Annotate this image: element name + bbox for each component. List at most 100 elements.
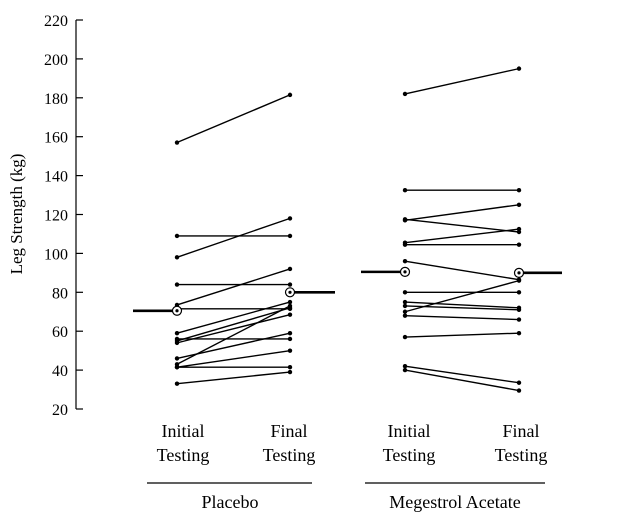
subject-line: [404, 314, 520, 321]
x-category-label: Testing: [495, 445, 548, 465]
initial-point: [174, 364, 180, 370]
final-point: [287, 303, 293, 309]
final-point: [516, 242, 522, 247]
subject-line: [404, 228, 520, 244]
y-tick-label: 120: [44, 208, 68, 225]
initial-point: [174, 340, 180, 346]
subject-line: [404, 332, 520, 338]
initial-point: [174, 282, 180, 287]
subject-line: [404, 204, 520, 222]
x-category-label: Testing: [263, 445, 316, 465]
initial-point: [402, 242, 408, 247]
initial-point: [402, 367, 408, 373]
initial-point: [402, 91, 408, 97]
mean-final-center: [288, 290, 292, 294]
final-point: [287, 92, 293, 98]
y-ticks: 20 40 60 80 100 120 140 160 180 200 220: [44, 13, 83, 419]
group-label: Megestrol Acetate: [389, 492, 520, 512]
x-category-label: Testing: [157, 445, 210, 465]
y-tick-label: 100: [44, 246, 68, 263]
group-megestrol-acetate: [361, 66, 562, 393]
subject-line: [404, 365, 520, 384]
plot-area: [133, 66, 562, 393]
final-point: [516, 330, 522, 336]
group-label: Placebo: [202, 492, 259, 512]
final-point: [287, 233, 293, 239]
initial-point: [402, 313, 408, 318]
y-tick-label: 200: [44, 52, 68, 69]
y-tick-label: 220: [44, 13, 68, 30]
initial-point: [174, 381, 180, 386]
initial-point: [402, 303, 408, 309]
final-point: [287, 312, 293, 317]
initial-point: [174, 330, 180, 336]
initial-point: [402, 309, 408, 314]
y-tick-label: 80: [52, 285, 68, 302]
final-point: [287, 364, 293, 370]
x-category-label: Initial: [162, 421, 205, 441]
final-point: [516, 202, 522, 207]
final-point: [287, 369, 293, 375]
subject-line: [404, 260, 520, 281]
subject-line: [404, 369, 520, 392]
subject-line: [176, 349, 291, 368]
final-point: [287, 216, 293, 221]
subject-line: [404, 279, 520, 313]
final-point: [287, 282, 293, 287]
final-point: [516, 317, 522, 322]
final-point: [516, 278, 522, 283]
subject-line: [176, 371, 291, 385]
initial-point: [402, 299, 408, 305]
initial-point: [174, 356, 180, 361]
y-axis-label: Leg Strength (kg): [7, 154, 26, 275]
final-point: [516, 307, 522, 313]
subject-line: [176, 307, 291, 342]
subject-line: [176, 332, 291, 360]
subject-line: [404, 218, 520, 233]
final-point: [287, 348, 293, 353]
final-point: [516, 380, 522, 385]
subject-line: [176, 305, 291, 365]
initial-point: [402, 187, 408, 193]
subject-line: [176, 301, 291, 334]
x-category-label: Initial: [388, 421, 431, 441]
initial-point: [402, 218, 408, 223]
final-point: [516, 66, 522, 71]
y-tick-label: 160: [44, 130, 68, 147]
subject-line: [404, 67, 520, 95]
final-point: [516, 388, 522, 393]
y-tick-label: 40: [52, 363, 68, 380]
mean-initial-center: [403, 270, 407, 274]
y-tick-label: 60: [52, 324, 68, 341]
x-axis-labels: Initial Testing Final Testing Placebo Initial…: [147, 421, 547, 512]
y-tick-label: 20: [52, 402, 68, 419]
subject-line: [176, 313, 291, 344]
x-category-label: Testing: [383, 445, 436, 465]
mean-initial-center: [175, 309, 179, 313]
initial-point: [402, 364, 408, 369]
initial-point: [402, 290, 408, 295]
initial-point: [174, 255, 180, 260]
group-placebo: [133, 92, 335, 386]
initial-point: [174, 140, 180, 145]
final-point: [287, 299, 293, 305]
x-category-label: Final: [270, 421, 307, 441]
final-point: [287, 266, 293, 272]
x-category-label: Final: [502, 421, 539, 441]
subject-line: [404, 301, 520, 309]
y-tick-label: 180: [44, 91, 68, 108]
initial-point: [174, 233, 180, 239]
final-point: [287, 336, 293, 342]
mean-final-center: [517, 271, 521, 275]
initial-point: [402, 334, 408, 340]
initial-point: [402, 258, 408, 264]
subject-line: [176, 217, 291, 258]
final-point: [516, 187, 522, 193]
final-point: [516, 226, 522, 232]
final-point: [287, 330, 293, 336]
final-point: [516, 290, 522, 295]
subject-line: [176, 268, 291, 306]
subject-line: [176, 94, 291, 144]
y-tick-label: 140: [44, 169, 68, 186]
